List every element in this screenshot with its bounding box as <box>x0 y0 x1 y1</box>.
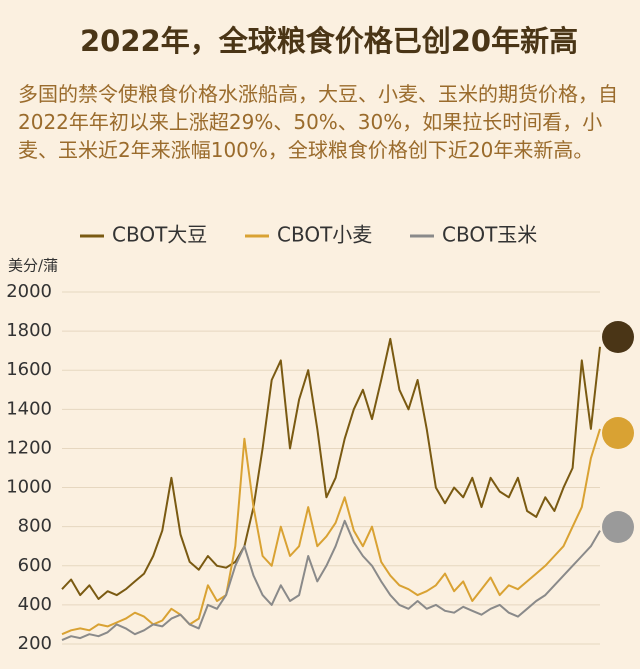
corn-icon <box>602 511 634 543</box>
series-line <box>61 428 601 636</box>
y-tick-label: 400 <box>18 594 52 615</box>
y-tick-label: 1000 <box>6 477 52 498</box>
y-tick-label: 1600 <box>6 359 52 380</box>
y-tick-label: 1400 <box>6 398 52 419</box>
series-line <box>61 519 601 642</box>
soy-icon <box>602 321 634 353</box>
wheat-icon <box>602 417 634 449</box>
legend-label: CBOT小麦 <box>277 223 372 247</box>
y-tick-label: 200 <box>18 633 52 654</box>
y-tick-label: 1800 <box>6 320 52 341</box>
chart-title: 2022年，全球粮食价格已创20年新高 <box>80 24 579 58</box>
legend-label: CBOT玉米 <box>442 223 537 247</box>
legend-label: CBOT大豆 <box>112 223 207 247</box>
chart-subtitle: 多国的禁令使粮食价格水涨船高，大豆、小麦、玉米的期货价格，自2022年年初以来上… <box>18 82 618 162</box>
y-tick-label: 800 <box>18 516 52 537</box>
y-tick-label: 1200 <box>6 437 52 458</box>
y-tick-label: 2000 <box>6 281 52 302</box>
y-axis-label: 美分/蒲 <box>8 257 58 275</box>
end-icons <box>602 321 634 543</box>
y-tick-label: 600 <box>18 555 52 576</box>
series-line <box>61 337 601 600</box>
